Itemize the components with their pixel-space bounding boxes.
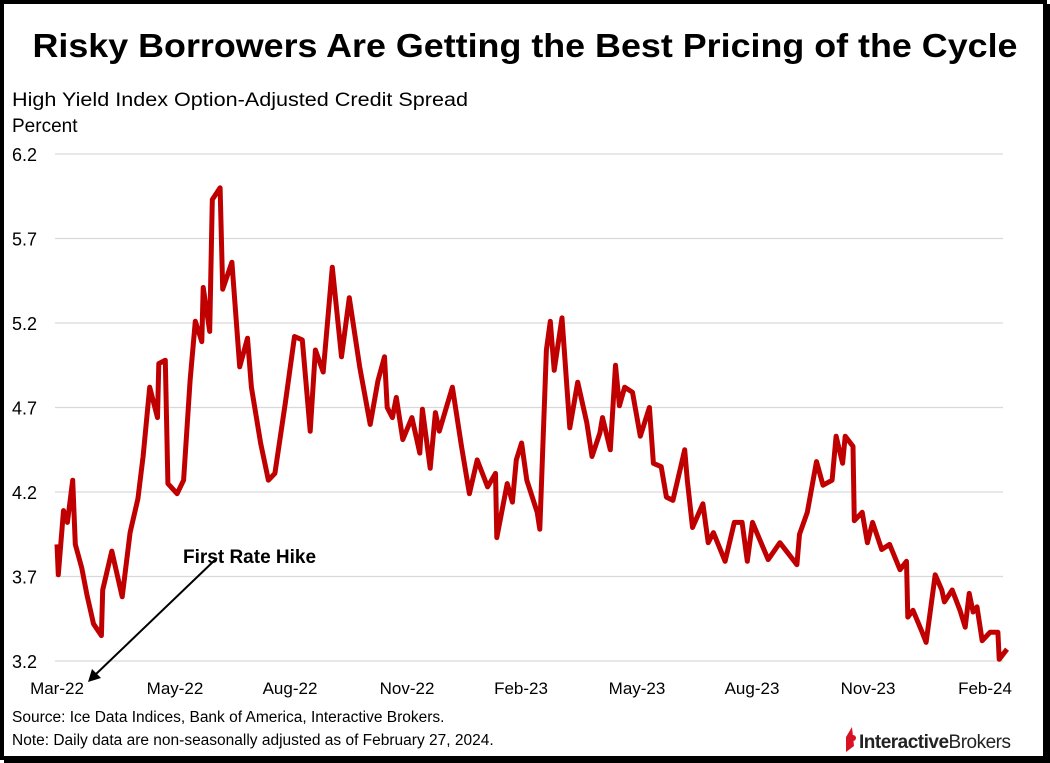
y-tick-label: 5.2	[12, 314, 37, 334]
logo-dot-icon	[850, 735, 856, 741]
x-tick-label: Nov-23	[841, 679, 896, 698]
data-note: Note: Daily data are non-seasonally adju…	[12, 732, 494, 749]
y-axis-label: Percent	[12, 116, 78, 137]
y-tick-label: 5.7	[12, 230, 37, 250]
x-tick-label: Aug-22	[263, 679, 318, 698]
y-tick-label: 3.7	[12, 568, 37, 588]
x-axis-ticks: Mar-22 May-22 Aug-22 Nov-22 Feb-23 May-23 Aug-…	[30, 679, 1012, 698]
x-tick-label: May-23	[609, 679, 666, 698]
annotation-first-rate-hike: First Rate Hike	[88, 547, 316, 682]
y-axis-ticks: 6.2 5.7 5.2 4.7 4.2 3.7 3.2	[12, 145, 37, 672]
logo-mark-icon	[846, 727, 854, 752]
logo-text-bold: Interactive	[859, 732, 949, 753]
y-tick-label: 4.7	[12, 399, 37, 419]
svg-text:InteractiveBrokers: InteractiveBrokers	[859, 732, 1011, 753]
x-tick-label: Feb-23	[494, 679, 548, 698]
y-tick-label: 6.2	[12, 145, 37, 165]
arrowhead-icon	[88, 669, 101, 682]
logo-text-regular: Brokers	[949, 732, 1011, 753]
frame-shadow-bottom	[4, 758, 1050, 763]
frame-shadow-right	[1044, 4, 1050, 763]
series-line	[54, 185, 1009, 662]
source-note: Source: Ice Data Indices, Bank of Americ…	[12, 709, 444, 726]
x-tick-label: Feb-24	[958, 679, 1012, 698]
chart-title: Risky Borrowers Are Getting the Best Pri…	[33, 27, 1018, 64]
x-tick-label: May-22	[147, 679, 204, 698]
y-tick-label: 4.2	[12, 483, 37, 503]
x-tick-label: Aug-23	[725, 679, 780, 698]
x-tick-label: Mar-22	[30, 679, 84, 698]
interactive-brokers-logo: InteractiveBrokers	[846, 727, 1011, 753]
annotation-arrow-line	[94, 557, 218, 676]
chart-subtitle: High Yield Index Option-Adjusted Credit …	[12, 90, 468, 111]
y-tick-label: 3.2	[12, 652, 37, 672]
x-tick-label: Nov-22	[380, 679, 435, 698]
annotation-label: First Rate Hike	[183, 547, 316, 568]
